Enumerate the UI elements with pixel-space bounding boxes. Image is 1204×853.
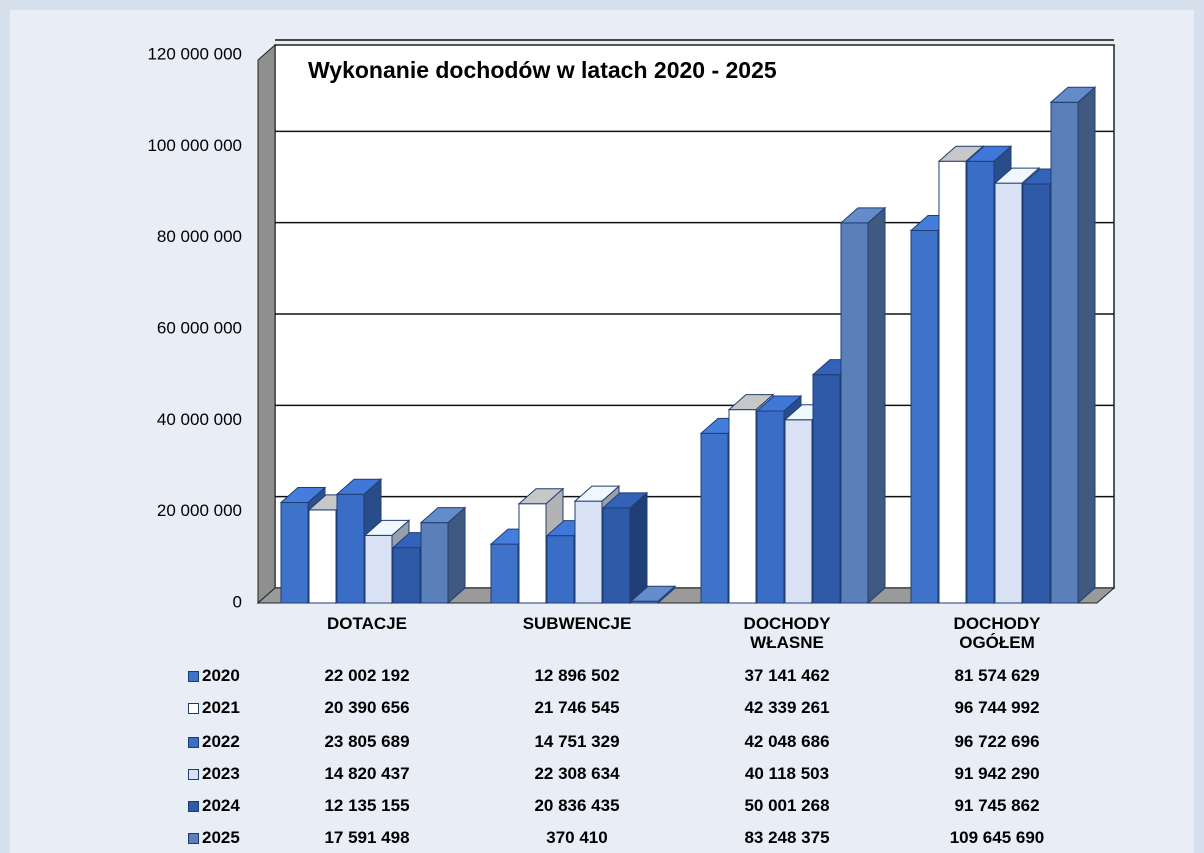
- bar: [910, 229, 939, 604]
- y-tick-label: 60 000 000: [157, 318, 242, 337]
- legend-entry: 2023: [188, 764, 240, 784]
- bar-top: [993, 167, 1041, 184]
- legend-entry: 2025: [188, 828, 240, 848]
- table-value: 12 135 155: [324, 796, 410, 815]
- table-value: 81 574 629: [954, 666, 1040, 685]
- bar-top: [517, 488, 565, 505]
- legend-swatch: [188, 768, 199, 780]
- x-tick-label: DOCHODY WŁASNE: [743, 614, 831, 652]
- y-tick-label: 100 000 000: [147, 136, 242, 155]
- bar: [392, 547, 421, 604]
- bar: [364, 534, 393, 604]
- bar: [280, 502, 309, 604]
- bar: [812, 374, 841, 604]
- table-value: 12 896 502: [534, 666, 620, 685]
- x-tick-label: DOTACJE: [327, 614, 407, 633]
- table-value: 91 942 290: [954, 764, 1040, 783]
- bar: [546, 535, 575, 604]
- y-tick-label: 80 000 000: [157, 227, 242, 246]
- bar-side: [867, 206, 886, 605]
- table-value: 370 410: [546, 828, 608, 847]
- legend-label: 2020: [202, 666, 240, 685]
- table-value: 22 308 634: [534, 764, 620, 783]
- x-tick-label: DOCHODY OGÓŁEM: [953, 614, 1041, 652]
- bar-side: [1077, 86, 1096, 605]
- legend-swatch: [188, 800, 199, 812]
- bar: [602, 507, 631, 604]
- table-value: 96 722 696: [954, 732, 1040, 751]
- side-wall: [257, 43, 276, 605]
- legend-swatch: [188, 736, 199, 748]
- table-value: 42 048 686: [744, 732, 830, 751]
- bar: [1050, 101, 1079, 604]
- table-value: 42 339 261: [744, 698, 830, 717]
- bar-top: [601, 492, 649, 509]
- bar: [1022, 183, 1051, 604]
- bar-top: [1049, 86, 1097, 103]
- bar-top: [419, 507, 467, 524]
- legend-label: 2025: [202, 828, 240, 847]
- legend-label: 2023: [202, 764, 240, 783]
- legend-label: 2021: [202, 698, 240, 717]
- legend-swatch: [188, 670, 199, 682]
- y-tick-label: 0: [233, 592, 242, 611]
- table-value: 17 591 498: [324, 828, 410, 847]
- legend-entry: 2020: [188, 666, 240, 686]
- bar: [966, 160, 995, 604]
- table-value: 23 805 689: [324, 732, 410, 751]
- table-value: 21 746 545: [534, 698, 620, 717]
- legend-entry: 2024: [188, 796, 240, 816]
- legend-entry: 2022: [188, 732, 240, 752]
- bar: [938, 160, 967, 604]
- table-value: 14 820 437: [324, 764, 410, 783]
- bar: [840, 222, 869, 604]
- table-value: 91 745 862: [954, 796, 1040, 815]
- legend-label: 2024: [202, 796, 240, 815]
- bar-top: [363, 519, 411, 536]
- table-value: 37 141 462: [744, 666, 830, 685]
- legend-swatch: [188, 832, 199, 844]
- bar-side: [629, 491, 648, 605]
- bar-top: [937, 145, 985, 162]
- bar: [420, 522, 449, 604]
- bar: [700, 432, 729, 604]
- table-value: 22 002 192: [324, 666, 410, 685]
- bar: [756, 410, 785, 604]
- table-value: 40 118 503: [744, 764, 830, 783]
- bar-top: [965, 145, 1013, 162]
- bar-side: [447, 506, 466, 605]
- table-value: 50 001 268: [744, 796, 830, 815]
- bar: [784, 419, 813, 604]
- y-tick-label: 120 000 000: [147, 44, 242, 63]
- bar-top: [727, 394, 775, 411]
- bar: [490, 543, 519, 604]
- y-tick-label: 40 000 000: [157, 410, 242, 429]
- table-value: 20 390 656: [324, 698, 410, 717]
- bar: [994, 182, 1023, 604]
- bar-top: [335, 478, 383, 495]
- table-value: 109 645 690: [949, 828, 1045, 847]
- legend-swatch: [188, 702, 199, 714]
- bar: [308, 509, 337, 604]
- table-value: 14 751 329: [534, 732, 620, 751]
- bar: [336, 493, 365, 604]
- bar: [574, 500, 603, 604]
- legend-label: 2022: [202, 732, 240, 751]
- bar: [728, 409, 757, 604]
- bar-top: [755, 395, 803, 412]
- x-tick-label: SUBWENCJE: [522, 614, 632, 633]
- table-value: 83 248 375: [744, 828, 830, 847]
- y-tick-label: 20 000 000: [157, 501, 242, 520]
- bar-top: [629, 585, 677, 602]
- table-value: 96 744 992: [954, 698, 1040, 717]
- table-value: 20 836 435: [534, 796, 620, 815]
- bar-top: [573, 485, 621, 502]
- chart-title: Wykonanie dochodów w latach 2020 - 2025: [308, 57, 777, 83]
- bar-top: [279, 487, 327, 504]
- bar-top: [839, 207, 887, 224]
- legend-entry: 2021: [188, 698, 240, 718]
- bar: [518, 503, 547, 604]
